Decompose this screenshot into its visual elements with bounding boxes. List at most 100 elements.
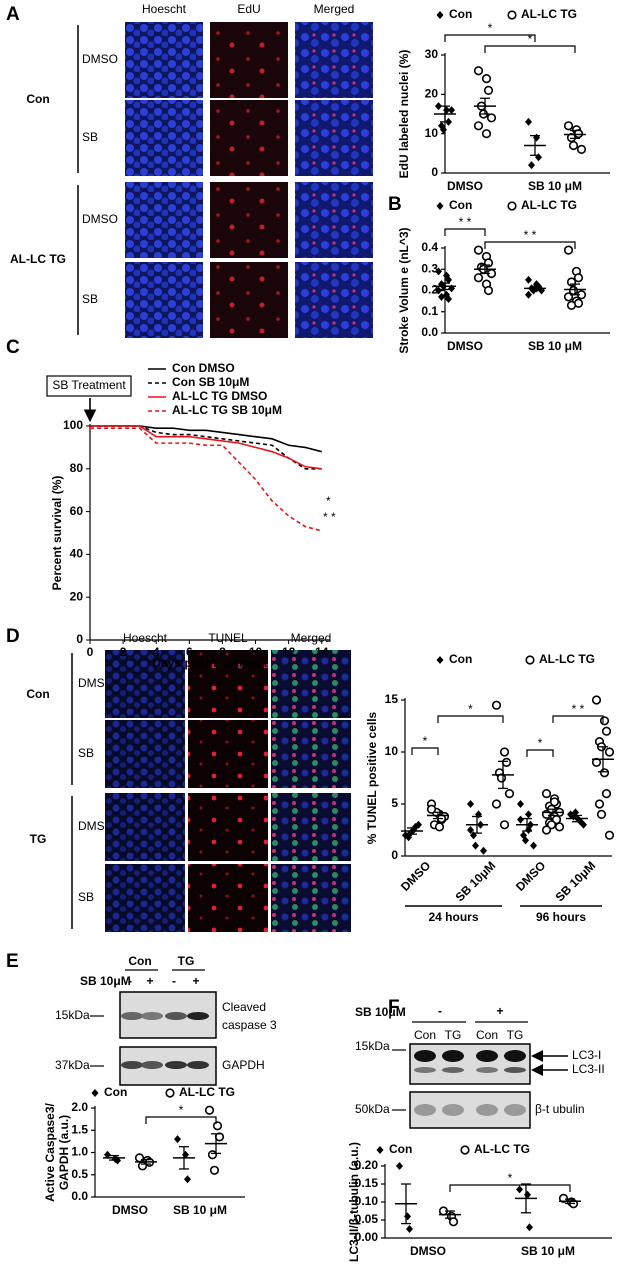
band [442, 1050, 464, 1062]
point [448, 1217, 459, 1227]
y-tick-label: 20 [425, 87, 439, 101]
point [137, 1161, 148, 1171]
point [591, 695, 602, 705]
point [541, 825, 552, 835]
group-label: Con [26, 92, 49, 106]
x-tick-label: 8 [219, 645, 226, 659]
legend-label: AL-LC TG SB 10μM [172, 403, 282, 417]
band-label: β-t ubulin [535, 1102, 585, 1116]
point [526, 1223, 533, 1232]
y-tick-label: 0.5 [71, 1167, 88, 1181]
y-tick-label: 30 [425, 47, 439, 61]
group-label: TG [178, 954, 195, 968]
band-label: LC3-I [572, 1048, 601, 1062]
micrograph [105, 864, 185, 932]
significance-label: * * [572, 702, 585, 716]
legend-marker [376, 1146, 384, 1154]
micrograph [210, 182, 288, 258]
legend-marker [436, 11, 444, 19]
panel-letter: D [6, 626, 20, 647]
significance-label: * * [524, 228, 537, 242]
point [483, 85, 494, 95]
significance-bracket [484, 45, 576, 53]
point [563, 121, 574, 131]
x-tick-label: DMSO [398, 858, 433, 893]
column-header: Hoescht [142, 2, 187, 16]
treatment-label: SB 10μM [80, 974, 131, 988]
point [207, 1150, 218, 1160]
legend-label: Con [449, 7, 472, 21]
band-label: caspase 3 [222, 1018, 277, 1032]
group-label: AL-LC TG [10, 252, 66, 266]
x-tick-label: SB 10 μM [528, 179, 582, 193]
point [596, 809, 607, 820]
micrograph [210, 22, 288, 98]
y-tick-label: 10 [425, 126, 439, 140]
legend-marker [91, 1089, 99, 1097]
point [580, 820, 587, 829]
lane-label: TG [507, 1028, 524, 1042]
legend-label: AL-LC TG [474, 1142, 530, 1156]
micrograph [188, 793, 268, 861]
point [435, 267, 442, 276]
blot [409, 1043, 531, 1085]
band [121, 1061, 143, 1069]
y-tick-label: 0.20 [355, 1158, 379, 1172]
micrograph [271, 864, 351, 932]
micrograph [125, 262, 203, 338]
significance-label: * * [459, 215, 472, 229]
treatment-label: SB 10μM [355, 1005, 406, 1019]
point [535, 153, 542, 162]
lane-label: Con [414, 1028, 436, 1042]
point [573, 273, 584, 283]
label: 15kDa [355, 1039, 390, 1053]
point [558, 1193, 569, 1203]
group-label: Con [26, 687, 49, 701]
band [442, 1067, 464, 1073]
band [504, 1067, 526, 1073]
point [104, 1150, 111, 1159]
point [576, 144, 587, 154]
point [499, 820, 510, 830]
point [491, 799, 502, 809]
y-axis-label: Active Caspase3/ [43, 1102, 57, 1201]
band [476, 1067, 498, 1073]
band [121, 1012, 143, 1020]
legend-label: AL-LC TG DMSO [172, 389, 267, 403]
point [599, 716, 610, 726]
point [517, 800, 524, 808]
point [473, 273, 484, 283]
point [549, 797, 560, 807]
point [604, 830, 615, 840]
panel-letter: E [6, 951, 19, 972]
micrograph [105, 720, 185, 788]
x-tick-label: 14 [315, 645, 329, 659]
point [472, 841, 479, 850]
y-tick-label: 80 [70, 461, 84, 475]
y-tick-label: 0.00 [355, 1230, 379, 1244]
band [504, 1104, 526, 1116]
point [499, 747, 510, 757]
micrograph [105, 650, 185, 718]
point [563, 245, 574, 255]
row-label: DMSO [82, 52, 118, 66]
band [165, 1061, 187, 1069]
micrograph [271, 793, 351, 861]
band [476, 1050, 498, 1062]
legend-label: AL-LC TG [179, 1085, 235, 1099]
panel-letter: F [388, 997, 400, 1018]
x-tick-label: 12 [282, 645, 296, 659]
y-axis-label: LC3-II/β-tubulin (a.u.) [347, 1142, 361, 1262]
micrograph [125, 182, 203, 258]
sign: + [192, 974, 199, 988]
y-tick-label: 2.0 [71, 1100, 88, 1114]
group-label: 24 hours [428, 910, 478, 924]
point [491, 700, 502, 710]
micrograph [125, 22, 203, 98]
point [522, 836, 529, 845]
band [476, 1104, 498, 1116]
y-tick-label: 0.15 [355, 1176, 379, 1190]
band [187, 1061, 209, 1069]
point [504, 788, 515, 799]
significance-label: * [423, 734, 428, 748]
